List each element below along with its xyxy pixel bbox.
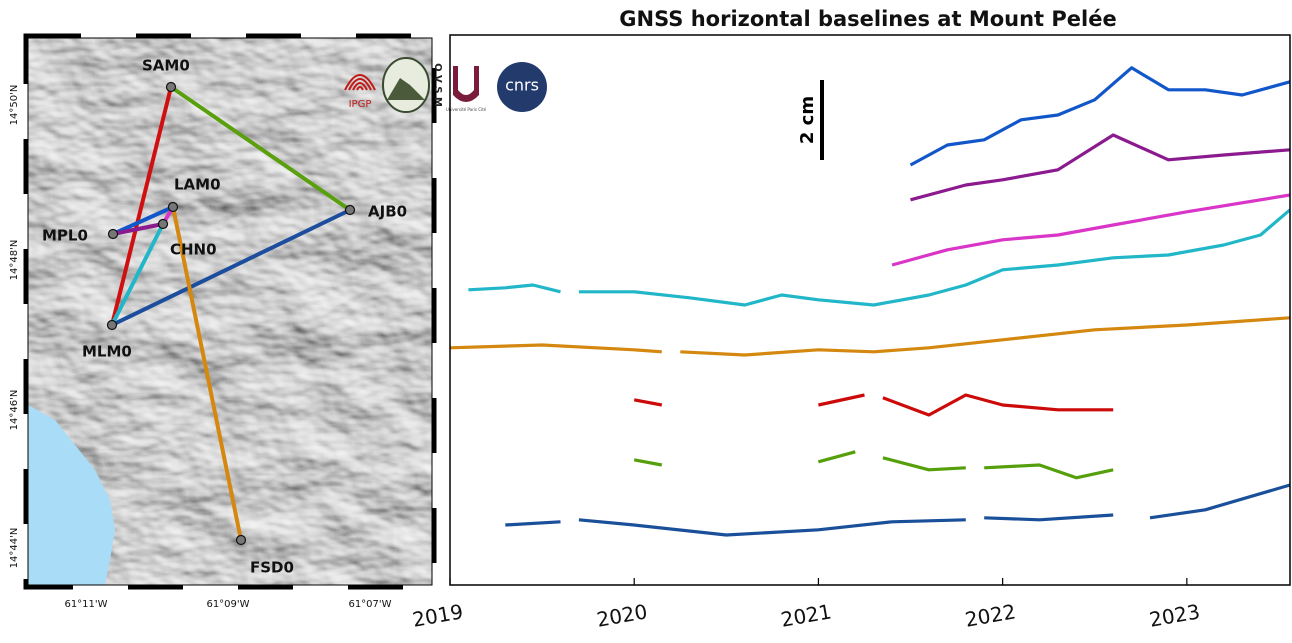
plot-frame — [449, 34, 1291, 586]
baseline-series — [633, 450, 1114, 480]
station-marker — [165, 81, 177, 93]
baseline — [110, 208, 352, 327]
lat-label: 14°46'N — [9, 390, 20, 431]
logos: IPGP O V S M Université Paris Cité cnrs — [344, 57, 547, 113]
station-marker — [107, 228, 119, 240]
lat-label: 14°50'N — [9, 85, 20, 126]
lat-label: 14°48'N — [9, 240, 20, 281]
map — [28, 38, 432, 585]
baseline — [110, 222, 165, 327]
x-tick-label: 2022 — [963, 599, 1017, 631]
station-markers — [106, 81, 356, 546]
station-label: AJB0 — [368, 203, 407, 221]
baseline-series — [505, 483, 1290, 537]
baseline — [111, 205, 175, 236]
station-label: CHN0 — [170, 241, 217, 259]
baseline-series — [633, 393, 1114, 417]
logo-text: O V S M — [432, 63, 443, 107]
baseline-series — [468, 208, 1290, 307]
baseline-series — [909, 66, 1290, 167]
logo-text: Université Paris Cité — [446, 107, 487, 112]
station-label: LAM0 — [174, 176, 221, 194]
logo-ipgp: IPGP — [344, 74, 376, 110]
station-label: FSD0 — [250, 559, 294, 577]
sea — [28, 405, 115, 585]
station-label: SAM0 — [142, 57, 190, 75]
x-tick-label: 2021 — [779, 599, 833, 631]
station-marker — [106, 319, 118, 331]
baselines — [110, 85, 352, 542]
station-marker — [235, 534, 247, 546]
lon-label: 61°11'W — [64, 599, 107, 610]
scale-bar-label: 2 cm — [797, 96, 818, 144]
lon-label: 61°09'W — [206, 599, 249, 610]
logo-ovsm-volcano — [387, 78, 425, 100]
logo-cnrs — [497, 62, 547, 112]
x-tick-label: 2020 — [595, 599, 649, 631]
map-frame-ticks — [23, 33, 437, 590]
plot-area — [450, 66, 1290, 537]
lat-label: 14°44'N — [9, 528, 20, 569]
station-marker — [167, 201, 179, 213]
baseline-series — [450, 316, 1290, 357]
logo-text: cnrs — [505, 76, 539, 95]
station-label: MPL0 — [42, 227, 88, 245]
station-label: MLM0 — [82, 343, 132, 361]
baseline-series — [910, 133, 1290, 202]
x-tick-label: 2019 — [411, 599, 465, 631]
axes: 2019 2020 2021 2022 2023 2 cm — [411, 80, 1202, 632]
baseline — [110, 85, 173, 327]
baseline — [169, 85, 352, 212]
baseline-series — [891, 193, 1290, 267]
baseline — [171, 205, 243, 542]
logo-text: IPGP — [349, 99, 372, 110]
chart-title: GNSS horizontal baselines at Mount Pelée — [619, 7, 1116, 31]
baseline — [111, 222, 165, 236]
station-marker — [344, 204, 356, 216]
lon-label: 61°07'W — [348, 599, 391, 610]
x-tick-label: 2023 — [1147, 599, 1201, 631]
station-marker — [157, 218, 169, 230]
logo-upc — [453, 66, 479, 102]
